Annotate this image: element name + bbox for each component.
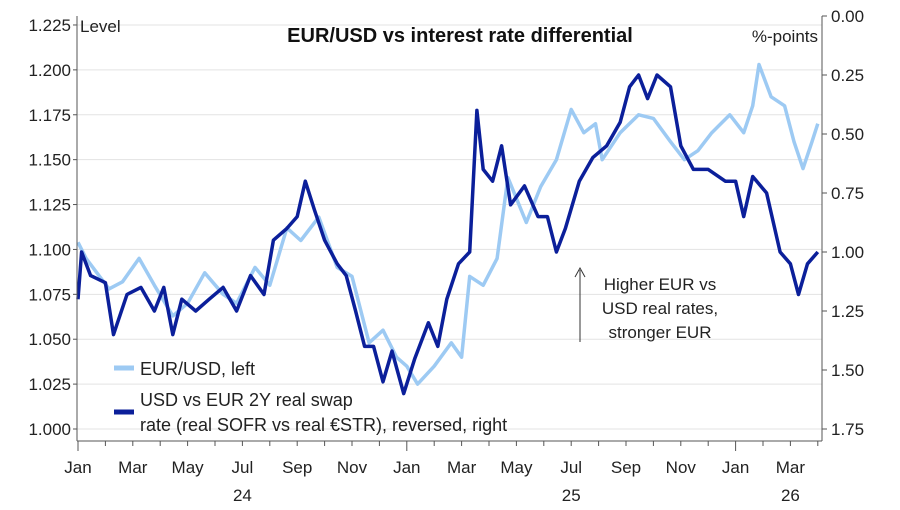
annotation-line: stronger EUR bbox=[609, 323, 712, 342]
right-axis-label: %-points bbox=[752, 27, 818, 46]
x-tick-label: Sep bbox=[282, 458, 312, 477]
left-tick-label: 1.150 bbox=[28, 151, 71, 170]
x-tick-label: May bbox=[500, 458, 533, 477]
right-tick-label: 1.00 bbox=[831, 243, 864, 262]
x-year-label: 25 bbox=[562, 486, 581, 505]
left-tick-label: 1.100 bbox=[28, 240, 71, 259]
arrow-head-icon bbox=[574, 266, 586, 278]
left-tick-label: 1.050 bbox=[28, 330, 71, 349]
eurusd-line bbox=[76, 62, 820, 386]
x-tick-label: Nov bbox=[666, 458, 697, 477]
legend-label-eurusd: EUR/USD, left bbox=[140, 359, 255, 379]
x-tick-label: Nov bbox=[337, 458, 368, 477]
chart-title: EUR/USD vs interest rate differential bbox=[287, 25, 633, 47]
right-tick-label: 0.75 bbox=[831, 184, 864, 203]
x-tick-label: Jan bbox=[64, 458, 91, 477]
x-tick-label: Jul bbox=[232, 458, 254, 477]
legend-label-rate-diff: rate (real SOFR vs real €STR), reversed,… bbox=[140, 415, 507, 435]
gridlines bbox=[77, 24, 822, 430]
left-tick-label: 1.225 bbox=[28, 16, 71, 35]
left-tick-label: 1.025 bbox=[28, 375, 71, 394]
x-year-label: 26 bbox=[781, 486, 800, 505]
axes: 1.000 1.025 1.050 1.075 1.100 1.125 1.150 1.175… bbox=[28, 7, 864, 505]
left-tick-label: 1.200 bbox=[28, 61, 71, 80]
legend-label-rate-diff: USD vs EUR 2Y real swap bbox=[140, 390, 353, 410]
left-tick-label: 1.075 bbox=[28, 285, 71, 304]
right-tick-label: 1.25 bbox=[831, 302, 864, 321]
x-tick-label: Mar bbox=[447, 458, 477, 477]
legend: EUR/USD, left USD vs EUR 2Y real swap ra… bbox=[114, 359, 507, 435]
annotation: Higher EUR vs USD real rates, stronger E… bbox=[574, 266, 718, 342]
x-tick-label: Mar bbox=[118, 458, 148, 477]
annotation-line: USD real rates, bbox=[602, 299, 718, 318]
left-tick-label: 1.000 bbox=[28, 420, 71, 439]
left-tick-label: 1.175 bbox=[28, 106, 71, 125]
x-tick-label: Mar bbox=[776, 458, 806, 477]
right-tick-label: 0.00 bbox=[831, 7, 864, 26]
x-tick-label: Jan bbox=[393, 458, 420, 477]
rate-differential-line bbox=[76, 73, 820, 396]
series-lines bbox=[76, 62, 820, 396]
x-tick-label: Jul bbox=[560, 458, 582, 477]
x-tick-label: Jan bbox=[722, 458, 749, 477]
annotation-line: Higher EUR vs bbox=[604, 275, 716, 294]
left-tick-label: 1.125 bbox=[28, 196, 71, 215]
left-axis-label: Level bbox=[80, 17, 121, 36]
right-tick-label: 1.75 bbox=[831, 420, 864, 439]
right-tick-label: 1.50 bbox=[831, 361, 864, 380]
x-year-label: 24 bbox=[233, 486, 252, 505]
x-tick-label: Sep bbox=[611, 458, 641, 477]
right-tick-label: 0.50 bbox=[831, 125, 864, 144]
x-tick-label: May bbox=[172, 458, 205, 477]
right-tick-label: 0.25 bbox=[831, 66, 864, 85]
